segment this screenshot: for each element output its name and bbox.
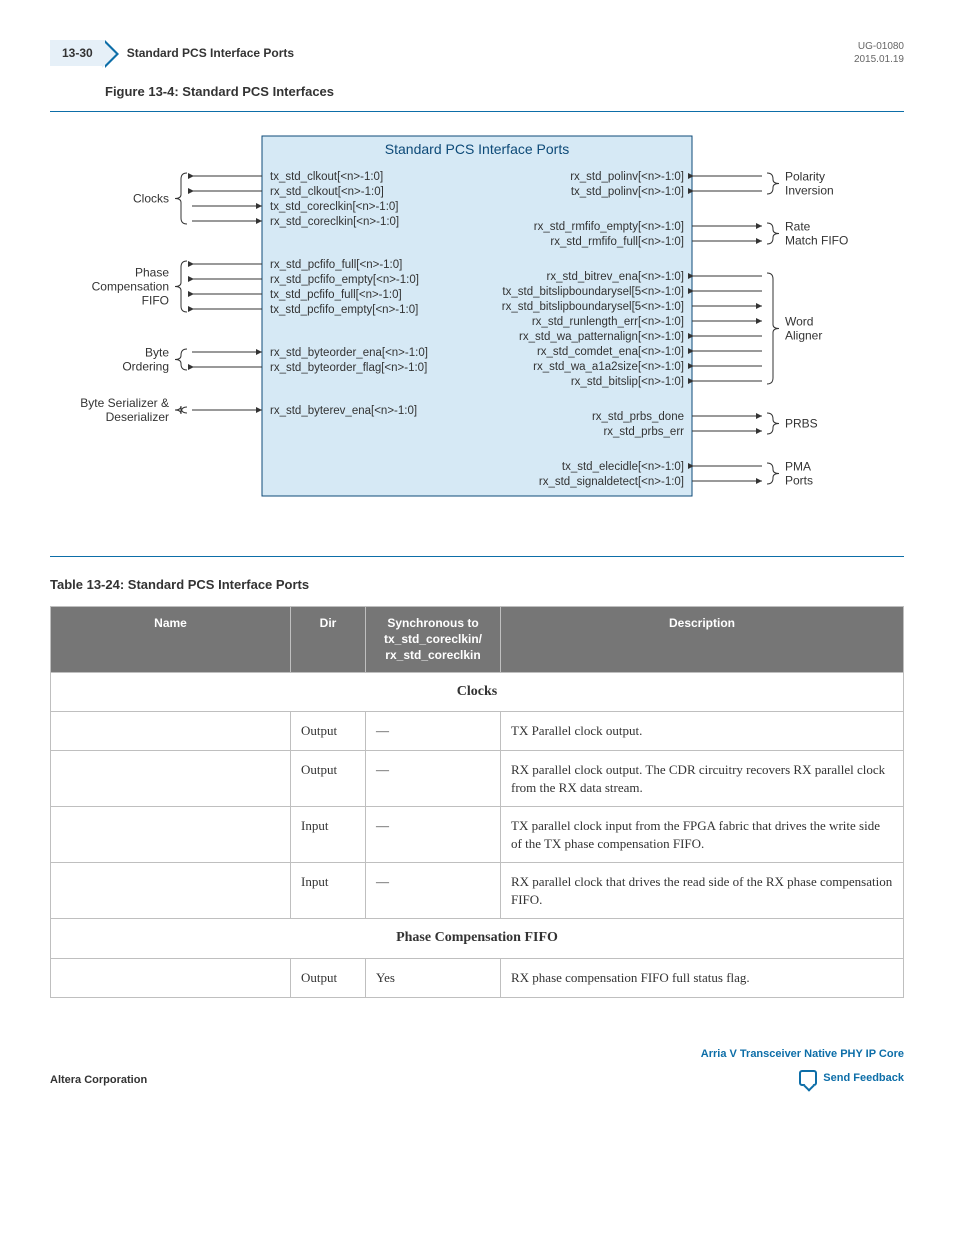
cell-desc: TX parallel clock input from the FPGA fa…	[501, 807, 904, 863]
table-row: Input—RX parallel clock that drives the …	[51, 863, 904, 919]
table-section-title: Phase Compensation FIFO	[51, 919, 904, 959]
svg-text:rx_std_bitrev_ena[<n>-1:0]: rx_std_bitrev_ena[<n>-1:0]	[547, 271, 684, 283]
svg-text:rx_std_wa_patternalign[<n>-1:0: rx_std_wa_patternalign[<n>-1:0]	[519, 331, 684, 343]
table-row: Input—TX parallel clock input from the F…	[51, 807, 904, 863]
svg-text:PMA: PMA	[785, 460, 811, 474]
svg-text:rx_std_pcfifo_full[<n>-1:0]: rx_std_pcfifo_full[<n>-1:0]	[270, 259, 402, 271]
svg-text:rx_std_rmfifo_full[<n>-1:0]: rx_std_rmfifo_full[<n>-1:0]	[550, 236, 684, 248]
cell-name	[51, 751, 291, 807]
table-row: Output—TX Parallel clock output.	[51, 712, 904, 751]
footer-company: Altera Corporation	[50, 1074, 147, 1086]
cell-sync: Yes	[366, 959, 501, 998]
footer-doc-link[interactable]: Arria V Transceiver Native PHY IP Core	[701, 1048, 904, 1060]
svg-text:Polarity: Polarity	[785, 170, 825, 184]
svg-text:rx_std_rmfifo_empty[<n>-1:0]: rx_std_rmfifo_empty[<n>-1:0]	[534, 221, 684, 233]
feedback-icon	[799, 1070, 817, 1086]
svg-text:Word: Word	[785, 315, 813, 329]
svg-text:tx_std_bitslipboundarysel[5<n>: tx_std_bitslipboundarysel[5<n>-1:0]	[502, 286, 684, 298]
figure-divider-top	[50, 111, 904, 112]
doc-id-block: UG-01080 2015.01.19	[854, 40, 904, 66]
cell-dir: Output	[291, 959, 366, 998]
svg-text:rx_std_byteorder_ena[<n>-1:0]: rx_std_byteorder_ena[<n>-1:0]	[270, 347, 428, 359]
doc-id: UG-01080	[854, 40, 904, 53]
svg-text:Phase: Phase	[135, 266, 169, 280]
table-row: Output—RX parallel clock output. The CDR…	[51, 751, 904, 807]
svg-text:Match FIFO: Match FIFO	[785, 234, 848, 248]
cell-sync: —	[366, 863, 501, 919]
doc-date: 2015.01.19	[854, 53, 904, 66]
cell-desc: RX parallel clock output. The CDR circui…	[501, 751, 904, 807]
svg-text:rx_std_coreclkin[<n>-1:0]: rx_std_coreclkin[<n>-1:0]	[270, 216, 399, 228]
cell-desc: TX Parallel clock output.	[501, 712, 904, 751]
svg-text:rx_std_pcfifo_empty[<n>-1:0]: rx_std_pcfifo_empty[<n>-1:0]	[270, 274, 419, 286]
svg-text:PRBS: PRBS	[785, 417, 818, 431]
cell-dir: Input	[291, 807, 366, 863]
svg-text:Compensation: Compensation	[92, 280, 169, 294]
svg-text:FIFO: FIFO	[142, 294, 169, 308]
send-feedback-label: Send Feedback	[823, 1072, 904, 1084]
svg-text:rx_std_wa_a1a2size[<n>-1:0]: rx_std_wa_a1a2size[<n>-1:0]	[533, 361, 684, 373]
svg-text:Rate: Rate	[785, 220, 811, 234]
svg-text:rx_std_clkout[<n>-1:0]: rx_std_clkout[<n>-1:0]	[270, 186, 384, 198]
svg-text:rx_std_byterev_ena[<n>-1:0]: rx_std_byterev_ena[<n>-1:0]	[270, 405, 417, 417]
table-header-row: Name Dir Synchronous totx_std_coreclkin/…	[51, 607, 904, 673]
diagram-svg: Standard PCS Interface Ports tx_std_clkou…	[62, 126, 892, 546]
svg-text:tx_std_pcfifo_full[<n>-1:0]: tx_std_pcfifo_full[<n>-1:0]	[270, 289, 402, 301]
svg-text:Ports: Ports	[785, 474, 813, 488]
table-section-title: Clocks	[51, 672, 904, 712]
th-dir: Dir	[291, 607, 366, 673]
svg-text:Ordering: Ordering	[122, 360, 169, 374]
th-name: Name	[51, 607, 291, 673]
table-row: OutputYesRX phase compensation FIFO full…	[51, 959, 904, 998]
svg-text:tx_std_pcfifo_empty[<n>-1:0]: tx_std_pcfifo_empty[<n>-1:0]	[270, 304, 418, 316]
svg-text:rx_std_prbs_err: rx_std_prbs_err	[603, 426, 684, 438]
ports-table: Name Dir Synchronous totx_std_coreclkin/…	[50, 606, 904, 998]
svg-text:rx_std_signaldetect[<n>-1:0]: rx_std_signaldetect[<n>-1:0]	[539, 476, 684, 488]
page-header: 13-30 Standard PCS Interface Ports UG-01…	[50, 40, 904, 66]
cell-desc: RX parallel clock that drives the read s…	[501, 863, 904, 919]
cell-name	[51, 959, 291, 998]
cell-dir: Output	[291, 712, 366, 751]
svg-text:Byte Serializer &: Byte Serializer &	[80, 396, 169, 410]
figure-title: Figure 13-4: Standard PCS Interfaces	[105, 84, 904, 99]
cell-desc: RX phase compensation FIFO full status f…	[501, 959, 904, 998]
svg-text:Deserializer: Deserializer	[106, 410, 169, 424]
cell-sync: —	[366, 751, 501, 807]
svg-text:Byte: Byte	[145, 346, 169, 360]
figure-divider-bottom	[50, 556, 904, 557]
page-footer: Altera Corporation Arria V Transceiver N…	[50, 1048, 904, 1086]
cell-name	[51, 807, 291, 863]
cell-sync: —	[366, 807, 501, 863]
th-desc: Description	[501, 607, 904, 673]
svg-text:Aligner: Aligner	[785, 329, 822, 343]
cell-name	[51, 712, 291, 751]
send-feedback-link[interactable]: Send Feedback	[701, 1070, 904, 1086]
svg-text:rx_std_bitslip[<n>-1:0]: rx_std_bitslip[<n>-1:0]	[571, 376, 684, 388]
cell-dir: Input	[291, 863, 366, 919]
cell-dir: Output	[291, 751, 366, 807]
svg-text:Inversion: Inversion	[785, 184, 834, 198]
svg-text:tx_std_clkout[<n>-1:0]: tx_std_clkout[<n>-1:0]	[270, 171, 383, 183]
svg-text:Standard PCS Interface Ports: Standard PCS Interface Ports	[385, 141, 569, 157]
page-number-tab: 13-30	[50, 40, 105, 66]
svg-text:rx_std_prbs_done: rx_std_prbs_done	[592, 411, 684, 423]
svg-text:rx_std_runlength_err[<n>-1:0]: rx_std_runlength_err[<n>-1:0]	[532, 316, 684, 328]
svg-text:rx_std_byteorder_flag[<n>-1:0]: rx_std_byteorder_flag[<n>-1:0]	[270, 362, 427, 374]
svg-text:rx_std_comdet_ena[<n>-1:0]: rx_std_comdet_ena[<n>-1:0]	[537, 346, 684, 358]
header-section-title: Standard PCS Interface Ports	[127, 46, 294, 60]
svg-text:tx_std_elecidle[<n>-1:0]: tx_std_elecidle[<n>-1:0]	[562, 461, 684, 473]
svg-text:tx_std_coreclkin[<n>-1:0]: tx_std_coreclkin[<n>-1:0]	[270, 201, 399, 213]
cell-sync: —	[366, 712, 501, 751]
cell-name	[51, 863, 291, 919]
svg-text:rx_std_polinv[<n>-1:0]: rx_std_polinv[<n>-1:0]	[570, 171, 684, 183]
figure-diagram: Standard PCS Interface Ports tx_std_clkou…	[50, 126, 904, 546]
th-sync: Synchronous totx_std_coreclkin/rx_std_co…	[366, 607, 501, 673]
svg-text:Clocks: Clocks	[133, 192, 169, 206]
svg-text:tx_std_polinv[<n>-1:0]: tx_std_polinv[<n>-1:0]	[571, 186, 684, 198]
svg-text:rx_std_bitslipboundarysel[5<n>: rx_std_bitslipboundarysel[5<n>-1:0]	[502, 301, 684, 313]
table-title: Table 13-24: Standard PCS Interface Port…	[50, 577, 904, 592]
